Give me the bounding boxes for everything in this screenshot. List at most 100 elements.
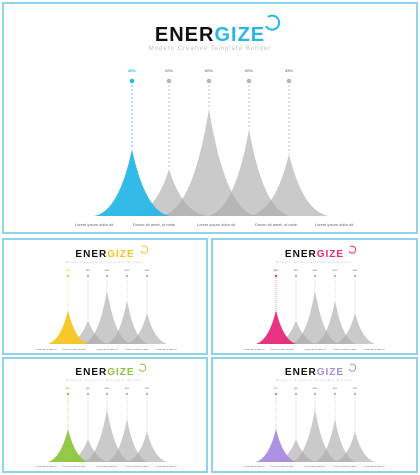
peak-3 bbox=[161, 109, 257, 216]
pin-dot-2 bbox=[86, 274, 90, 278]
pin-dot-3 bbox=[206, 78, 212, 84]
title-black: ENER bbox=[75, 249, 108, 260]
peak-3 bbox=[83, 409, 131, 462]
value-label-5: 35% bbox=[145, 270, 149, 272]
pin-dot-1 bbox=[274, 392, 278, 396]
bottom-label-1: Lorem ipsum dolor sit bbox=[36, 348, 57, 351]
value-label-2: 20% bbox=[294, 388, 298, 390]
title-colored: GIZE bbox=[214, 24, 266, 46]
peak-3 bbox=[291, 409, 339, 462]
slide-title: ENERGIZE bbox=[4, 24, 416, 47]
pin-dot-1 bbox=[129, 78, 135, 84]
title-colored: GIZE bbox=[316, 367, 345, 378]
mountain-chart: 40% 20% 80% 60% 35% Lorem ipsum dolor sit Done… bbox=[36, 387, 177, 468]
pin-dot-2 bbox=[294, 274, 298, 278]
value-label-5: 35% bbox=[145, 388, 149, 390]
value-label-4: 60% bbox=[333, 388, 337, 390]
value-label-4: 60% bbox=[125, 270, 129, 272]
slide-main: ENERGIZE Modern Creative Template Builde… bbox=[2, 2, 418, 234]
slide-green: ENERGIZE Modern Creative Template Builde… bbox=[2, 357, 208, 473]
bottom-label-5: Lorem ipsum dolor sit bbox=[364, 348, 385, 351]
value-label-3: 80% bbox=[205, 68, 213, 73]
title-arc-icon bbox=[265, 14, 281, 31]
bottom-label-4: Donec sit amet, ut mole bbox=[255, 222, 298, 227]
pin-dot-5 bbox=[353, 392, 357, 396]
slide-subtitle: Modern Creative Template Builder bbox=[275, 378, 354, 382]
peak-5 bbox=[249, 154, 329, 216]
pin-dot-1 bbox=[274, 274, 278, 278]
slide-title: ENERGIZE bbox=[4, 367, 206, 378]
peak-3 bbox=[291, 290, 339, 344]
value-label-1: 40% bbox=[274, 269, 278, 272]
value-label-5: 35% bbox=[353, 388, 357, 390]
pin-dot-2 bbox=[166, 78, 172, 84]
value-label-1: 40% bbox=[128, 68, 136, 73]
peak-1 bbox=[256, 310, 296, 344]
peak-5 bbox=[335, 431, 375, 462]
pin-dot-5 bbox=[145, 274, 149, 278]
title-arc-icon bbox=[138, 363, 147, 372]
value-label-2: 20% bbox=[165, 68, 173, 73]
bottom-label-1: Lorem ipsum dolor sit bbox=[75, 222, 114, 227]
bottom-label-2: Donec sit amet, ut mole bbox=[63, 348, 87, 351]
bottom-label-1: Lorem ipsum dolor sit bbox=[244, 348, 265, 351]
slide-title: ENERGIZE bbox=[213, 249, 416, 260]
peak-4 bbox=[207, 129, 291, 216]
pin-dot-2 bbox=[294, 392, 298, 396]
peak-1 bbox=[48, 428, 88, 462]
slide-subtitle: Modern Creative Template Builder bbox=[148, 46, 272, 52]
value-label-3: 80% bbox=[105, 270, 109, 272]
bottom-label-5: Lorem ipsum dolor sit bbox=[156, 465, 177, 468]
peak-5 bbox=[335, 312, 375, 344]
pin-dot-5 bbox=[286, 78, 292, 84]
value-label-3: 80% bbox=[313, 270, 317, 272]
slide-subtitle: Modern Creative Template Builder bbox=[275, 260, 354, 264]
mountain-chart: 40% 20% 80% 60% 35% Lorem ipsum dolor sit Done… bbox=[36, 269, 177, 351]
pin-dot-1 bbox=[66, 274, 70, 278]
peak-1 bbox=[48, 310, 88, 344]
mountain-chart: 40% 20% 80% 60% 35% Lorem ipsum dolor sit Done… bbox=[244, 387, 385, 468]
value-label-1: 40% bbox=[66, 269, 70, 272]
value-label-2: 20% bbox=[86, 388, 90, 390]
title-black: ENER bbox=[75, 367, 108, 378]
pin-dot-3 bbox=[313, 274, 317, 278]
peak-4 bbox=[314, 300, 356, 344]
mountain-chart: 40% 20% 80% 60% 35% Lorem ipsum dolor sit Done… bbox=[244, 269, 385, 351]
title-black: ENER bbox=[154, 24, 215, 46]
bottom-label-4: Donec sit amet, ut mole bbox=[126, 348, 150, 351]
bottom-label-5: Lorem ipsum dolor sit bbox=[315, 222, 354, 227]
bottom-label-2: Donec sit amet, ut mole bbox=[63, 465, 87, 468]
value-label-4: 60% bbox=[245, 68, 253, 73]
title-colored: GIZE bbox=[107, 367, 135, 378]
title-colored: GIZE bbox=[107, 249, 135, 260]
pin-dot-3 bbox=[105, 274, 109, 278]
value-label-5: 35% bbox=[353, 270, 357, 272]
bottom-label-3: Lorem ipsum dolor sit bbox=[97, 348, 118, 351]
bottom-label-5: Lorem ipsum dolor sit bbox=[156, 348, 177, 351]
pin-dot-1 bbox=[66, 392, 70, 396]
pin-dot-3 bbox=[313, 392, 317, 396]
value-label-3: 80% bbox=[313, 388, 317, 390]
pin-dot-4 bbox=[125, 392, 129, 396]
slide-title: ENERGIZE bbox=[213, 367, 416, 378]
pin-dot-4 bbox=[333, 392, 337, 396]
value-label-5: 35% bbox=[285, 68, 293, 73]
value-label-1: 40% bbox=[66, 387, 70, 390]
bottom-label-4: Donec sit amet, ut mole bbox=[334, 348, 358, 351]
title-arc-icon bbox=[348, 363, 357, 372]
peak-1 bbox=[256, 428, 296, 462]
bottom-label-2: Donec sit amet, ut mole bbox=[133, 222, 176, 227]
bottom-label-1: Lorem ipsum dolor sit bbox=[244, 465, 265, 468]
value-label-3: 80% bbox=[105, 388, 109, 390]
mountain-chart: 40% 20% 80% 60% 35% Lorem ipsum dolor sit Done… bbox=[75, 68, 354, 227]
value-label-4: 60% bbox=[125, 388, 129, 390]
peak-5 bbox=[127, 312, 167, 344]
pin-dot-4 bbox=[125, 274, 129, 278]
pin-dot-2 bbox=[86, 392, 90, 396]
pin-dot-5 bbox=[353, 274, 357, 278]
bottom-label-4: Donec sit amet, ut mole bbox=[126, 465, 150, 468]
pin-dot-5 bbox=[145, 392, 149, 396]
peak-4 bbox=[106, 300, 148, 344]
title-arc-icon bbox=[348, 245, 357, 254]
value-label-2: 20% bbox=[294, 270, 298, 272]
